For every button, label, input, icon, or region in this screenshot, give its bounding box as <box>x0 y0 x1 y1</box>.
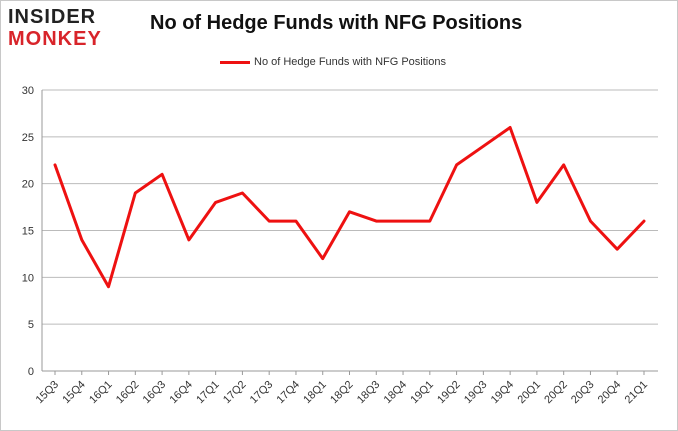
data-point <box>455 163 458 167</box>
x-tick-label: 18Q4 <box>382 379 410 407</box>
data-point <box>53 163 57 167</box>
x-tick-label: 18Q2 <box>328 379 356 407</box>
x-tick-label: 17Q1 <box>194 379 222 407</box>
data-point <box>241 191 244 195</box>
x-tick-label: 15Q3 <box>34 379 62 407</box>
y-tick-label: 30 <box>22 85 34 97</box>
x-tick-label: 18Q3 <box>355 379 383 407</box>
data-point <box>482 145 485 148</box>
x-tick-label: 21Q1 <box>623 379 651 407</box>
data-point <box>375 219 378 223</box>
data-point <box>294 219 298 223</box>
data-point <box>321 257 324 260</box>
data-point <box>508 126 512 129</box>
data-point <box>589 219 592 223</box>
data-point <box>562 163 565 167</box>
x-tick-label: 20Q2 <box>542 379 570 407</box>
x-tick-label: 19Q2 <box>435 379 463 407</box>
y-tick-label: 10 <box>22 272 34 284</box>
y-tick-label: 5 <box>28 319 34 331</box>
y-tick-label: 15 <box>22 226 34 238</box>
data-point <box>134 191 137 195</box>
x-tick-label: 15Q4 <box>60 379 88 407</box>
insider-monkey-logo: INSIDER MONKEY <box>8 6 128 56</box>
data-point <box>80 238 83 242</box>
series-line <box>53 126 646 289</box>
x-tick-label: 16Q1 <box>87 379 115 407</box>
chart-legend: No of Hedge Funds with NFG Positions <box>220 55 446 69</box>
data-point <box>348 210 351 213</box>
chart-title: No of Hedge Funds with NFG Positions <box>150 12 523 34</box>
x-tick-label: 19Q3 <box>462 379 490 407</box>
data-point <box>535 201 539 204</box>
x-tick-label: 18Q1 <box>301 379 329 407</box>
data-point <box>160 173 164 176</box>
x-tick-label: 17Q3 <box>248 379 276 407</box>
logo-line-1: INSIDER <box>8 6 97 28</box>
x-tick-label: 16Q4 <box>167 379 195 407</box>
x-tick-label: 16Q3 <box>141 379 169 407</box>
x-tick-label: 20Q3 <box>569 379 597 407</box>
y-tick-label: 20 <box>22 179 34 191</box>
x-tick-label: 20Q1 <box>516 379 544 407</box>
x-tick-label: 19Q1 <box>408 379 436 407</box>
x-tick-label: 19Q4 <box>489 379 517 407</box>
x-tick-label: 17Q4 <box>275 379 303 407</box>
data-point <box>428 219 432 223</box>
x-tick-label: 17Q2 <box>221 379 249 407</box>
data-point <box>187 238 191 242</box>
data-point <box>214 201 217 204</box>
legend-swatch <box>220 60 250 64</box>
data-point <box>107 285 110 288</box>
x-tick-label: 20Q4 <box>596 379 624 407</box>
data-point <box>616 248 619 251</box>
data-point <box>642 219 646 223</box>
logo-line-2: MONKEY <box>8 28 102 50</box>
legend-label: No of Hedge Funds with NFG Positions <box>254 56 446 68</box>
data-point <box>401 219 405 223</box>
x-tick-label: 16Q2 <box>114 379 142 407</box>
y-tick-label: 0 <box>28 366 34 378</box>
data-point <box>267 219 271 223</box>
y-tick-label: 25 <box>22 132 34 144</box>
